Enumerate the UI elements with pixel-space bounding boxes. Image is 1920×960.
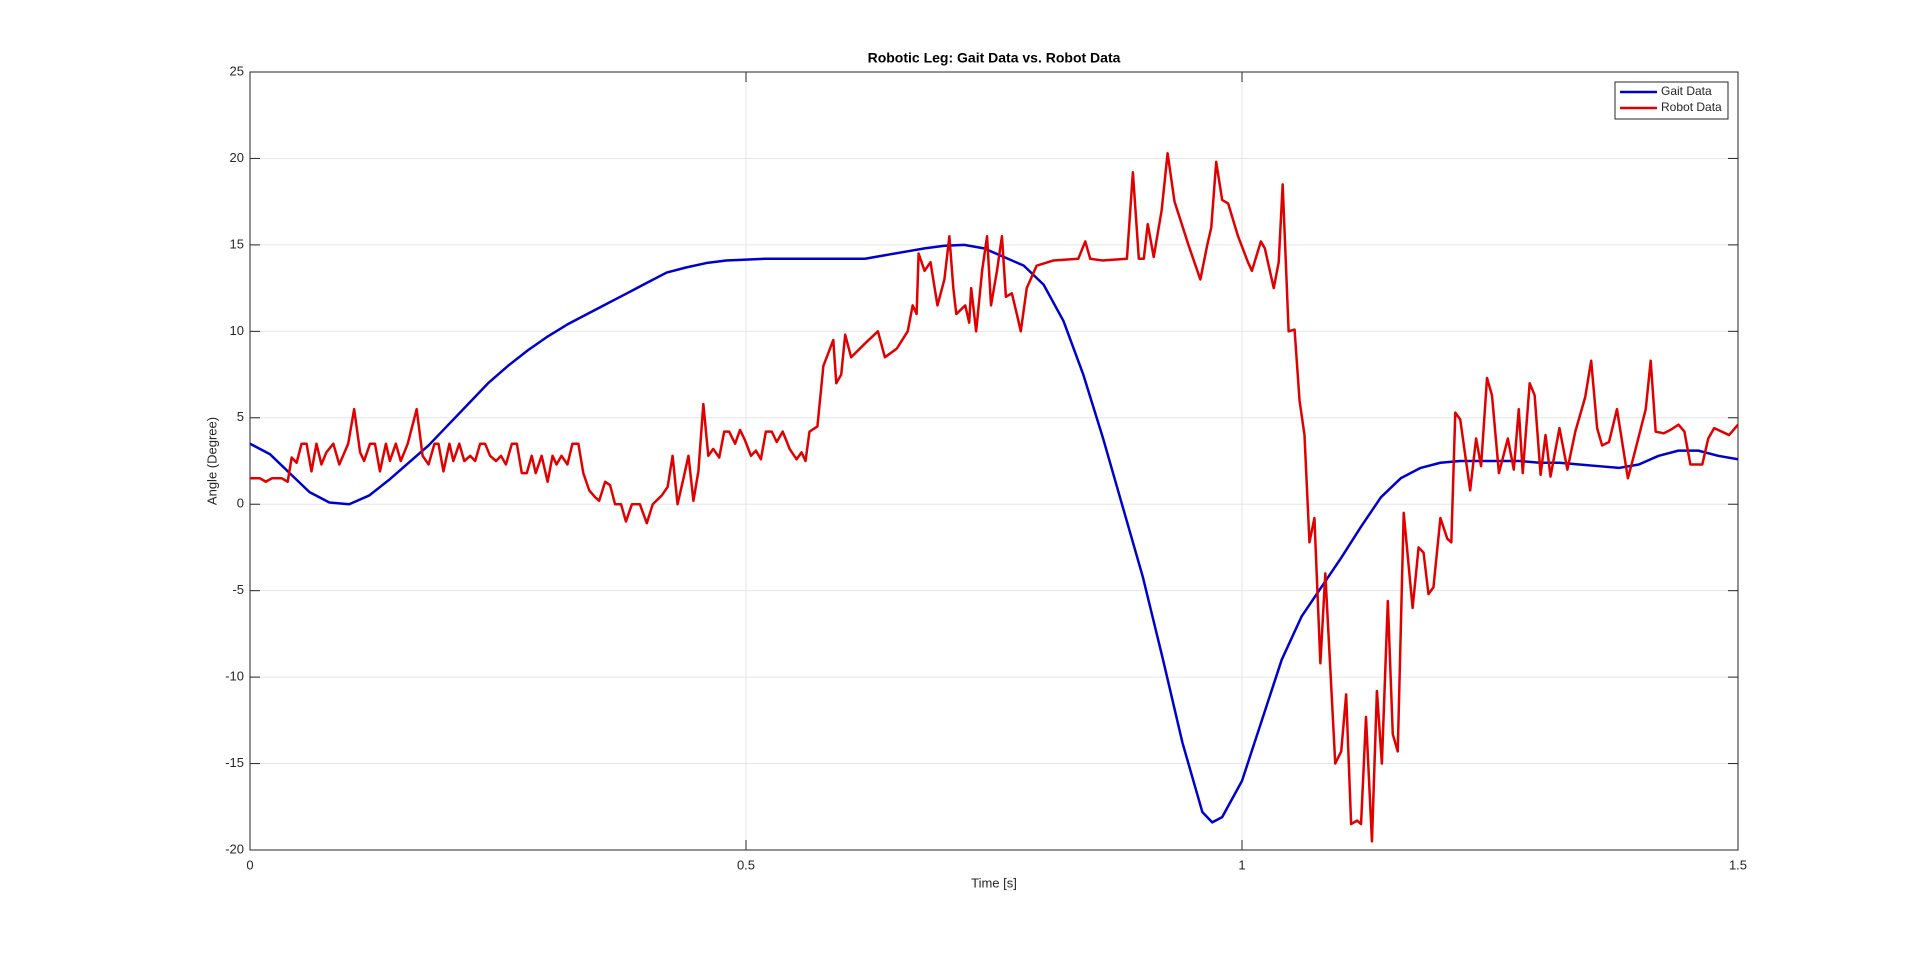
y-tick-label: 0	[237, 496, 244, 511]
x-tick-label: 1.5	[1729, 857, 1747, 872]
legend-label: Gait Data	[1661, 84, 1712, 98]
legend-label: Robot Data	[1661, 100, 1722, 114]
legend: Gait Data Robot Data	[1614, 81, 1729, 120]
y-tick-label: -10	[225, 669, 244, 684]
y-tick-label: 20	[230, 150, 244, 165]
x-tick-label: 0.5	[737, 857, 755, 872]
y-tick-label: 10	[230, 323, 244, 338]
y-tick-label: -15	[225, 755, 244, 770]
y-tick-label: 5	[237, 409, 244, 424]
y-tick-label: -5	[232, 582, 244, 597]
plot-frame	[249, 71, 1739, 851]
series-line	[250, 152, 1738, 843]
x-axis-label: Time [s]	[971, 875, 1017, 890]
legend-box	[1614, 81, 1729, 120]
y-axis-label: Angle (Degree)	[204, 417, 219, 505]
x-tick-label: 0	[246, 857, 253, 872]
y-tick-label: 25	[230, 63, 244, 78]
y-tick-label: 15	[230, 236, 244, 251]
x-tick-label: 1	[1238, 857, 1245, 872]
chart-title: Robotic Leg: Gait Data vs. Robot Data	[868, 50, 1121, 66]
y-tick-label: -20	[225, 841, 244, 856]
